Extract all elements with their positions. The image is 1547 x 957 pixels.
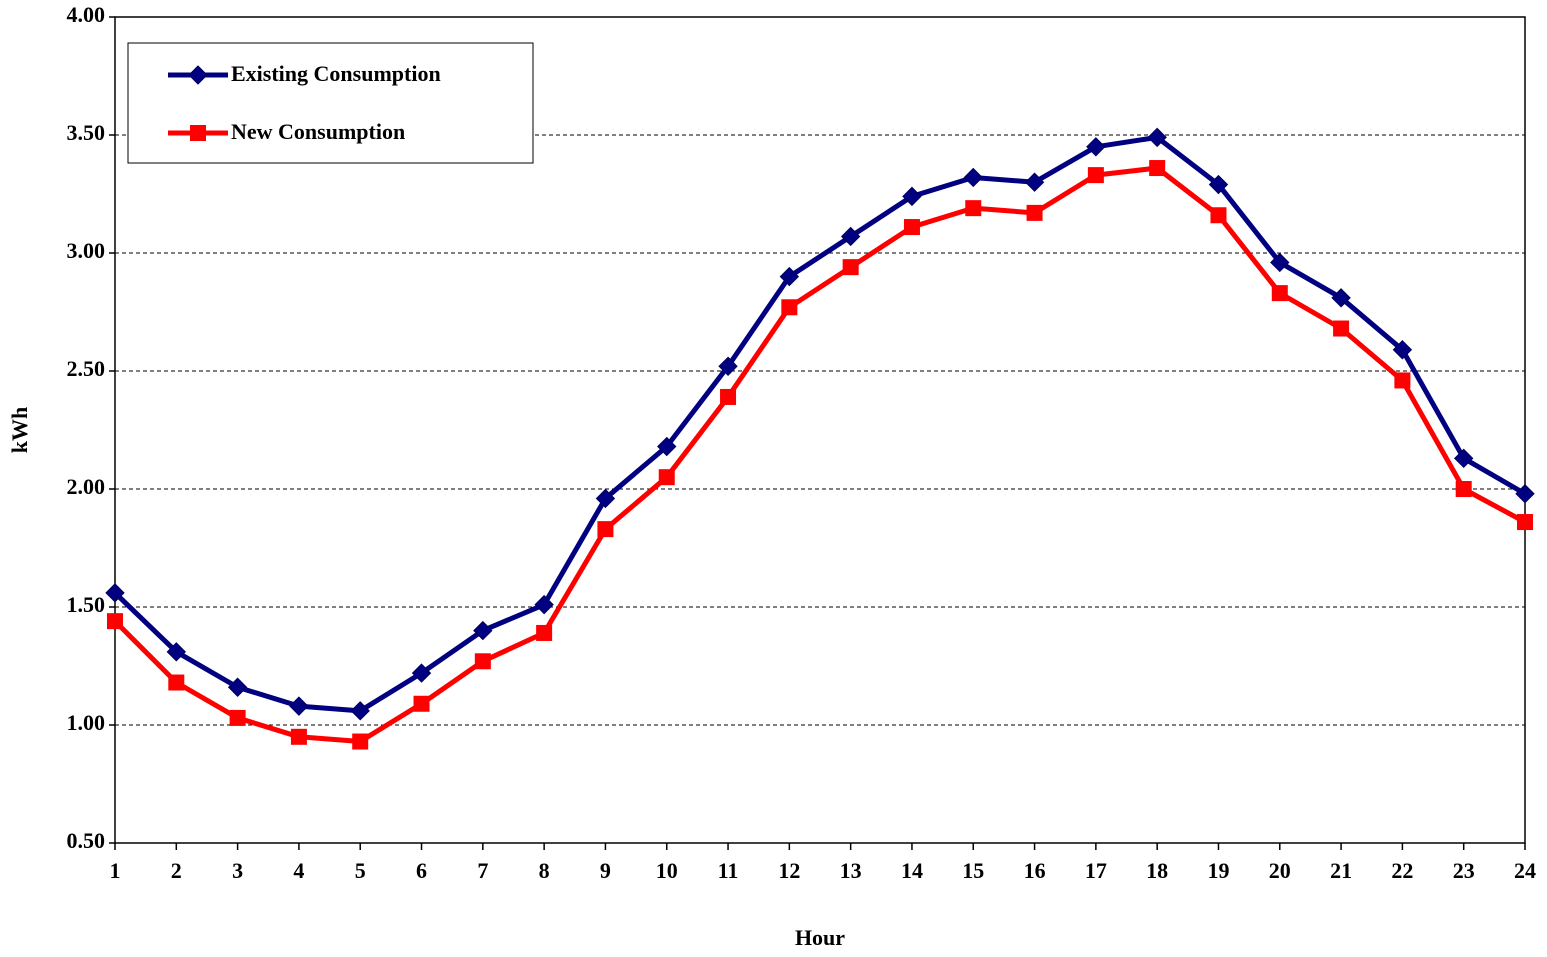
marker <box>1086 137 1106 157</box>
marker <box>1208 174 1229 195</box>
marker <box>1392 340 1413 360</box>
marker <box>168 674 185 691</box>
x-tick-label: 12 <box>778 858 800 883</box>
marker <box>105 583 125 603</box>
marker <box>1455 481 1472 497</box>
marker <box>720 388 737 405</box>
x-tick-label: 13 <box>840 858 862 883</box>
marker <box>842 259 859 276</box>
x-tick-label: 16 <box>1024 858 1046 883</box>
x-tick-label: 18 <box>1146 858 1168 883</box>
x-tick-label: 17 <box>1085 858 1107 883</box>
legend-box <box>127 42 534 164</box>
y-tick-label: 4.00 <box>67 2 106 27</box>
marker <box>352 733 369 750</box>
legend-marker <box>188 65 208 85</box>
marker <box>1515 484 1535 504</box>
x-tick-label: 4 <box>293 858 304 883</box>
x-axis-label: Hour <box>795 925 845 950</box>
marker <box>965 200 982 217</box>
marker <box>1026 204 1043 221</box>
x-tick-label: 7 <box>477 858 488 883</box>
marker <box>597 521 614 538</box>
x-tick-label: 23 <box>1453 858 1475 883</box>
marker <box>107 613 123 630</box>
x-tick-label: 10 <box>656 858 678 883</box>
marker <box>1333 320 1350 337</box>
marker <box>840 226 861 247</box>
series-line <box>113 134 1527 714</box>
y-tick-label: 3.00 <box>67 238 106 263</box>
y-tick-label: 2.00 <box>67 474 106 499</box>
marker <box>413 695 430 712</box>
x-tick-label: 22 <box>1391 858 1413 883</box>
marker <box>1394 372 1411 389</box>
marker <box>1024 172 1045 192</box>
marker <box>227 677 248 697</box>
marker <box>1331 288 1351 308</box>
y-tick-label: 2.50 <box>67 356 106 381</box>
marker <box>411 663 432 683</box>
x-tick-label: 19 <box>1207 858 1229 883</box>
x-tick-label: 11 <box>718 858 739 883</box>
marker <box>781 299 798 316</box>
marker <box>1453 448 1474 469</box>
marker <box>474 653 491 670</box>
marker <box>350 701 370 721</box>
x-tick-label: 3 <box>232 858 243 883</box>
y-tick-label: 3.50 <box>67 120 106 145</box>
marker <box>1149 160 1166 177</box>
marker <box>166 642 187 662</box>
legend-label: New Consumption <box>231 119 405 144</box>
x-tick-label: 15 <box>962 858 984 883</box>
marker <box>229 709 246 726</box>
x-tick-label: 2 <box>171 858 182 883</box>
marker <box>963 167 983 188</box>
y-tick-label: 1.00 <box>67 710 106 735</box>
marker <box>289 696 309 716</box>
y-tick-label: 0.50 <box>67 828 106 853</box>
x-tick-label: 5 <box>355 858 366 883</box>
marker <box>903 219 920 236</box>
y-tick-label: 1.50 <box>67 592 106 617</box>
marker <box>1271 285 1288 302</box>
x-tick-label: 14 <box>901 858 923 883</box>
x-tick-label: 24 <box>1514 858 1536 883</box>
x-tick-label: 9 <box>600 858 611 883</box>
marker <box>473 620 493 641</box>
x-tick-label: 8 <box>539 858 550 883</box>
x-tick-label: 21 <box>1330 858 1352 883</box>
marker <box>902 186 922 207</box>
marker <box>1147 127 1167 148</box>
marker <box>779 266 800 287</box>
legend-label: Existing Consumption <box>231 61 441 86</box>
marker <box>536 624 553 641</box>
marker <box>657 436 677 457</box>
series-line <box>113 165 1527 745</box>
marker <box>1270 252 1290 273</box>
marker <box>1210 207 1227 224</box>
legend-marker <box>190 125 206 141</box>
marker <box>718 356 738 376</box>
marker <box>1517 514 1533 531</box>
plot-frame <box>114 16 1526 844</box>
marker <box>290 728 307 745</box>
y-axis-label: kWh <box>7 407 32 453</box>
marker <box>595 488 616 509</box>
x-tick-label: 6 <box>416 858 427 883</box>
marker <box>1087 167 1104 184</box>
x-tick-label: 1 <box>110 858 121 883</box>
x-tick-label: 20 <box>1269 858 1291 883</box>
marker <box>534 594 554 615</box>
marker <box>658 469 675 486</box>
